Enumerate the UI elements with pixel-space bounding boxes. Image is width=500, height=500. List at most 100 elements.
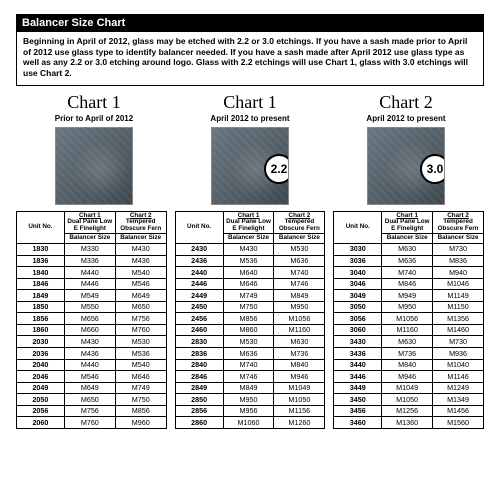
chart-card-2: Chart 2April 2012 to present3.0 (346, 92, 466, 205)
table-row: 3040M740M940 (334, 267, 484, 279)
cell-balancer-b: M849 (274, 290, 325, 302)
cell-balancer-b: M730 (433, 243, 484, 255)
cell-balancer-a: M949 (382, 290, 433, 302)
cell-balancer-a: M860 (223, 324, 274, 336)
cell-balancer-a: M750 (223, 301, 274, 313)
table-row: 3050M950M1150 (334, 301, 484, 313)
cell-balancer-a: M549 (64, 290, 115, 302)
cell-unit: 2836 (175, 348, 223, 360)
cell-balancer-a: M649 (64, 382, 115, 394)
table-row: 2446M646M746 (175, 278, 325, 290)
cell-balancer-a: M436 (64, 348, 115, 360)
cell-balancer-b: M1456 (433, 405, 484, 417)
cell-unit: 1836 (17, 255, 65, 267)
balancer-table: Unit No.Chart 1Dual Pane Low E Finelight… (175, 211, 326, 429)
table-row: 1846M446M546 (17, 278, 167, 290)
table-row: 2060M760M960 (17, 417, 167, 429)
cell-unit: 3460 (334, 417, 382, 429)
cell-unit: 2430 (175, 243, 223, 255)
table-row: 2030M430M530 (17, 336, 167, 348)
table-row: 2049M649M749 (17, 382, 167, 394)
cell-balancer-a: M546 (64, 371, 115, 383)
table-row: 2460M860M1160 (175, 324, 325, 336)
cell-unit: 2056 (17, 405, 65, 417)
chart-card-0: Chart 1Prior to April of 2012 (34, 92, 154, 205)
cell-unit: 1849 (17, 290, 65, 302)
cell-balancer-b: M1056 (274, 313, 325, 325)
balancer-table: Unit No.Chart 1Dual Pane Low E Finelight… (333, 211, 484, 429)
cell-unit: 2440 (175, 267, 223, 279)
cell-unit: 1840 (17, 267, 65, 279)
cell-balancer-b: M646 (115, 371, 166, 383)
cell-unit: 3036 (334, 255, 382, 267)
cell-balancer-b: M749 (115, 382, 166, 394)
hdr-bal2: Balancer Size (115, 234, 166, 244)
table-row: 2046M546M646 (17, 371, 167, 383)
cell-unit: 3446 (334, 371, 382, 383)
cell-unit: 2830 (175, 336, 223, 348)
table-row: 1850M550M650 (17, 301, 167, 313)
cell-balancer-b: M1460 (433, 324, 484, 336)
cell-balancer-a: M656 (64, 313, 115, 325)
cell-unit: 3456 (334, 405, 382, 417)
cell-balancer-a: M749 (223, 290, 274, 302)
cell-unit: 2036 (17, 348, 65, 360)
hdr-chart2: Chart 2Tempered Obscure Fern (115, 211, 166, 234)
cell-balancer-b: M636 (274, 255, 325, 267)
cell-balancer-a: M530 (223, 336, 274, 348)
cell-balancer-b: M546 (115, 278, 166, 290)
table-row: 3430M630M730 (334, 336, 484, 348)
table-row: 2840M740M840 (175, 359, 325, 371)
cell-balancer-a: M840 (382, 359, 433, 371)
cell-balancer-b: M736 (274, 348, 325, 360)
table-row: 1830M330M430 (17, 243, 167, 255)
hdr-blank: Unit No. (334, 211, 382, 243)
table-group-0: Unit No.Chart 1Dual Pane Low E Finelight… (16, 211, 167, 429)
table-row: 3049M949M1149 (334, 290, 484, 302)
table-row: 3056M1056M1356 (334, 313, 484, 325)
cell-balancer-a: M646 (223, 278, 274, 290)
table-row: 2850M950M1050 (175, 394, 325, 406)
cell-unit: 1856 (17, 313, 65, 325)
table-row: 2849M849M1049 (175, 382, 325, 394)
table-row: 3440M840M1040 (334, 359, 484, 371)
cell-balancer-a: M736 (382, 348, 433, 360)
cell-balancer-a: M1060 (223, 417, 274, 429)
table-row: 2836M636M736 (175, 348, 325, 360)
table-row: 2856M956M1156 (175, 405, 325, 417)
chart-title-bar: Balancer Size Chart (16, 14, 484, 32)
etching-badge: 3.0 (420, 154, 445, 184)
hdr-bal2: Balancer Size (433, 234, 484, 244)
glass-sample-image: 3.0 (367, 127, 445, 205)
cell-balancer-a: M956 (223, 405, 274, 417)
cell-unit: 2060 (17, 417, 65, 429)
cell-unit: 2436 (175, 255, 223, 267)
cell-unit: 3046 (334, 278, 382, 290)
cell-unit: 2030 (17, 336, 65, 348)
table-row: 3456M1256M1456 (334, 405, 484, 417)
cell-balancer-a: M1360 (382, 417, 433, 429)
tables-row: Unit No.Chart 1Dual Pane Low E Finelight… (16, 211, 484, 429)
hdr-blank: Unit No. (17, 211, 65, 243)
cell-balancer-a: M756 (64, 405, 115, 417)
cell-unit: 2846 (175, 371, 223, 383)
cell-balancer-a: M550 (64, 301, 115, 313)
table-row: 3046M846M1046 (334, 278, 484, 290)
glass-sample-image (55, 127, 133, 205)
cell-balancer-b: M1160 (274, 324, 325, 336)
glass-sample-image: 2.2 (211, 127, 289, 205)
hdr-chart2: Chart 2Tempered Obscure Fern (433, 211, 484, 234)
cell-unit: 3449 (334, 382, 382, 394)
cell-unit: 2050 (17, 394, 65, 406)
cell-unit: 3049 (334, 290, 382, 302)
cell-unit: 3430 (334, 336, 382, 348)
etching-badge: 2.2 (264, 154, 289, 184)
cell-unit: 2840 (175, 359, 223, 371)
cell-unit: 2460 (175, 324, 223, 336)
cell-balancer-a: M946 (382, 371, 433, 383)
cell-unit: 3436 (334, 348, 382, 360)
table-row: 2040M440M540 (17, 359, 167, 371)
hdr-chart1: Chart 1Dual Pane Low E Finelight (382, 211, 433, 234)
cell-unit: 1860 (17, 324, 65, 336)
cell-balancer-a: M1056 (382, 313, 433, 325)
